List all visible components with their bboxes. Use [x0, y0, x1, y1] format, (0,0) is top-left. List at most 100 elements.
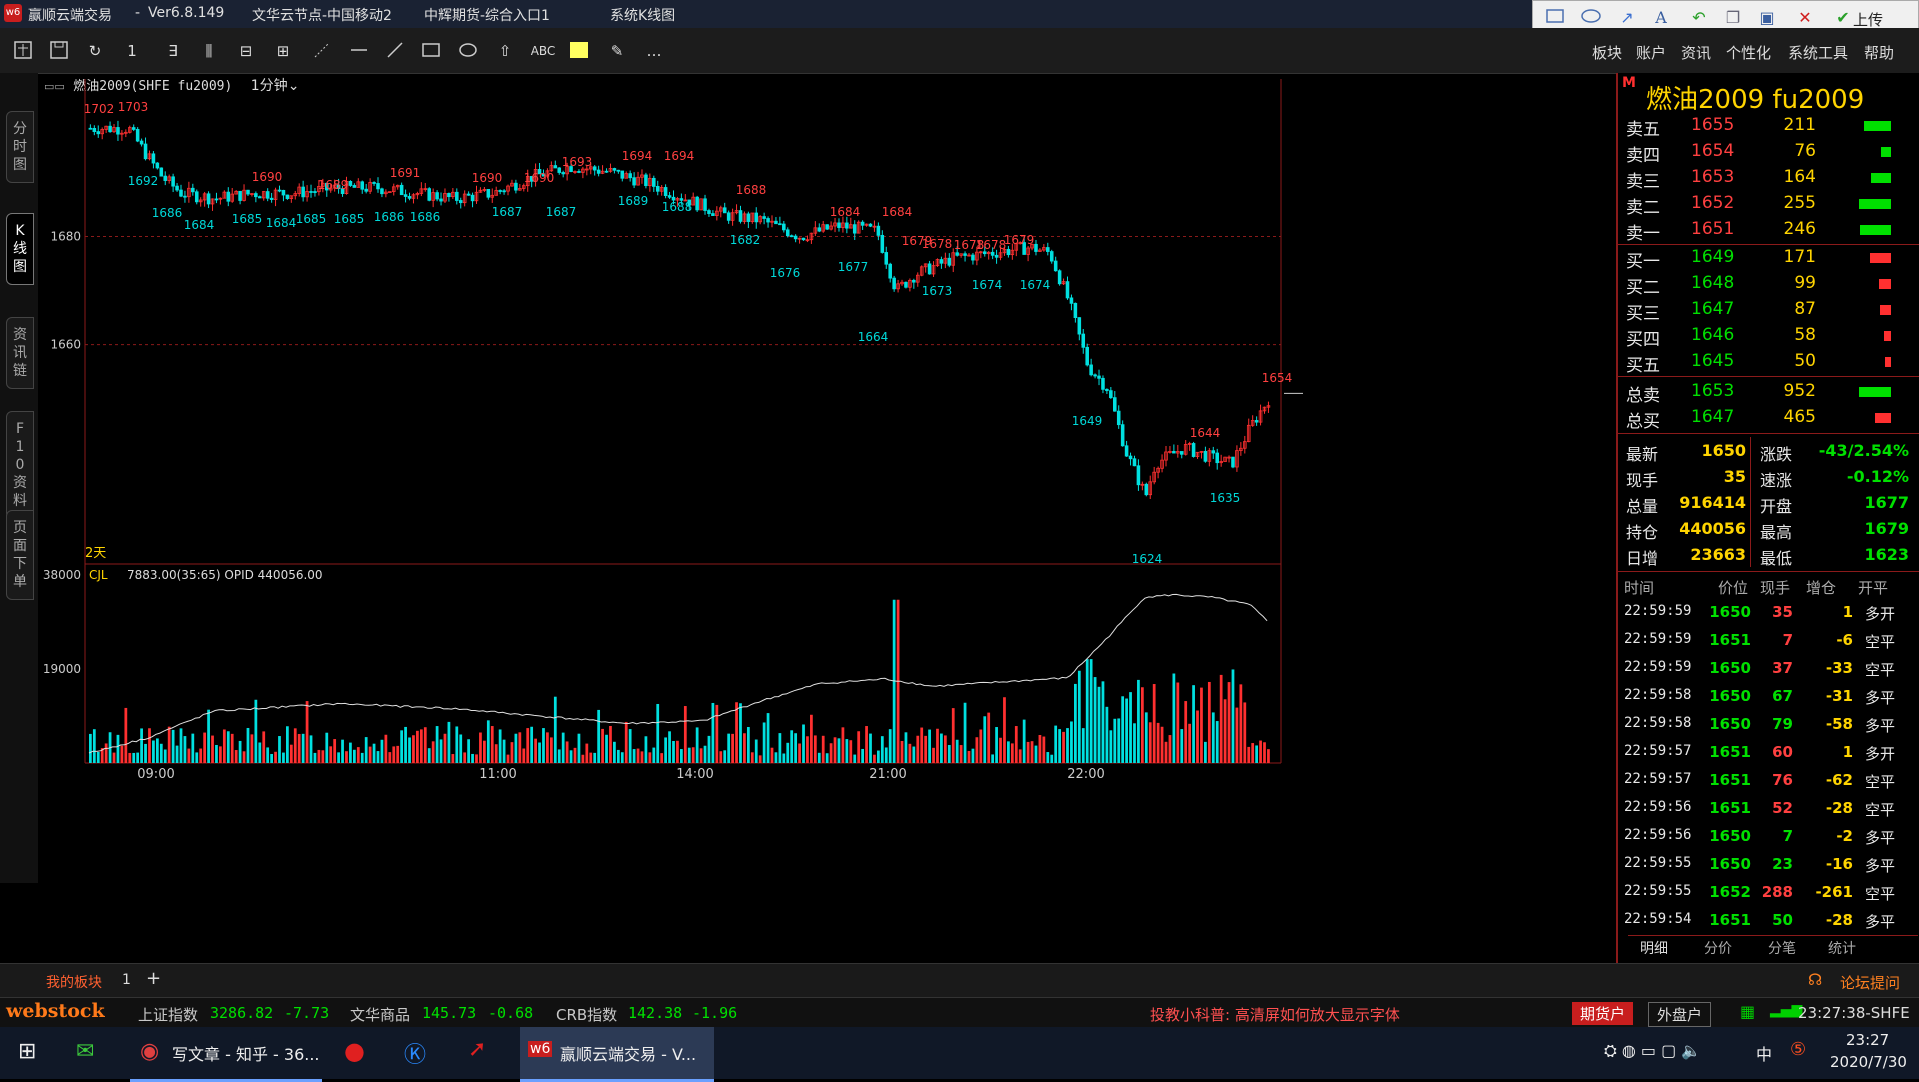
- tick-oi-change: -58: [1825, 715, 1853, 733]
- tab-detail[interactable]: 明细: [1640, 941, 1668, 957]
- index3-name[interactable]: CRB指数: [556, 1006, 618, 1024]
- tip-link[interactable]: 投教小科普: 高清屏如何放大显示字体: [1150, 1006, 1400, 1024]
- index1-name[interactable]: 上证指数: [138, 1006, 199, 1024]
- upload-label[interactable]: 上传: [1853, 11, 1884, 29]
- index2-name[interactable]: 文华商品: [350, 1006, 411, 1024]
- app-icon-k[interactable]: Ⓚ: [404, 1043, 427, 1068]
- my-block-count[interactable]: 1: [122, 972, 131, 988]
- app-icon-arrow[interactable]: ➚: [468, 1037, 487, 1062]
- headset-icon[interactable]: ☊: [1808, 970, 1823, 989]
- candle-body: [1053, 260, 1058, 272]
- bid-volume: 58: [1794, 325, 1816, 345]
- tab-news-chain[interactable]: 资讯链: [6, 317, 34, 389]
- tray-icons[interactable]: ⛭ ◍ ▭ ▢ 🔈: [1604, 1041, 1702, 1060]
- text-icon[interactable]: A: [1655, 8, 1667, 27]
- ask-row[interactable]: 卖三 1653 164: [1618, 165, 1919, 192]
- wechat-icon[interactable]: ✉: [76, 1039, 95, 1064]
- volume-bar: [419, 729, 423, 763]
- windows-start-icon[interactable]: ⊞: [18, 1039, 37, 1064]
- futures-account-button[interactable]: 期货户: [1572, 1002, 1634, 1025]
- ask-row[interactable]: 卖五 1655 211: [1618, 113, 1919, 140]
- volume-bar: [416, 730, 419, 763]
- volume-bar: [683, 706, 687, 763]
- refresh-icon[interactable]: ↻: [88, 42, 102, 60]
- rectangle-icon[interactable]: [1545, 8, 1565, 28]
- tick-row[interactable]: 22:59:56 1651 52 -28 空平: [1618, 797, 1919, 825]
- my-block-tab[interactable]: 我的板块: [46, 975, 102, 991]
- tick-row[interactable]: 22:59:55 1652 288 -261 空平: [1618, 881, 1919, 909]
- kline-chart[interactable]: 1680 1660 38000 19000 2天 CJL 7883.00(35:65) OP…: [38, 73, 1615, 963]
- ime-indicator[interactable]: 中: [1756, 1045, 1773, 1064]
- taskbar-app-trading[interactable]: w6 赢顺云端交易 - V...: [520, 1027, 714, 1082]
- color-swatch[interactable]: [570, 42, 588, 58]
- ask-row[interactable]: 卖二 1652 255: [1618, 191, 1919, 218]
- bid-row[interactable]: 买一 1649 171: [1618, 245, 1919, 272]
- sogou-icon[interactable]: ⑤: [1790, 1039, 1807, 1060]
- foreign-account-button[interactable]: 外盘户: [1648, 1002, 1712, 1027]
- app-icon-red[interactable]: ●: [344, 1037, 365, 1065]
- arrow-up-icon[interactable]: ⇧: [498, 42, 512, 60]
- chart-menu-icon[interactable]: ▭▭: [44, 80, 65, 93]
- tool-4[interactable]: ⊟: [239, 42, 253, 60]
- close-icon[interactable]: ✕: [1798, 8, 1812, 27]
- ask-row[interactable]: 卖一 1651 246: [1618, 217, 1919, 244]
- menu-bankuai[interactable]: 板块: [1592, 44, 1623, 62]
- text-tool[interactable]: ABC: [530, 44, 556, 58]
- menu-news[interactable]: 资讯: [1681, 44, 1712, 62]
- tab-statistics[interactable]: 统计: [1828, 941, 1856, 957]
- tick-row[interactable]: 22:59:54 1651 50 -28 多平: [1618, 909, 1919, 937]
- volume-bar: [557, 749, 561, 763]
- add-block-button[interactable]: +: [146, 968, 162, 989]
- bid-row[interactable]: 买五 1645 50: [1618, 349, 1919, 376]
- tick-row[interactable]: 22:59:59 1650 37 -33 空平: [1618, 657, 1919, 685]
- line-icon[interactable]: [385, 40, 405, 62]
- tab-f10[interactable]: F10资料: [6, 411, 34, 519]
- tool-1[interactable]: 1: [127, 42, 137, 60]
- save-icon[interactable]: [48, 40, 70, 62]
- tick-time: 22:59:54: [1624, 911, 1692, 927]
- ellipse-icon[interactable]: [457, 40, 479, 62]
- tool-3[interactable]: ⫼: [205, 42, 213, 60]
- tick-row[interactable]: 22:59:58 1650 67 -31 多平: [1618, 685, 1919, 713]
- dotted-line-icon[interactable]: [312, 40, 332, 62]
- candle-body: [1183, 444, 1188, 455]
- tool-5[interactable]: ⊞: [276, 42, 290, 60]
- save-icon[interactable]: ▣: [1759, 8, 1775, 27]
- hline-icon[interactable]: [348, 40, 370, 62]
- more-tool[interactable]: …: [646, 42, 662, 60]
- tab-timeshare[interactable]: 分时图: [6, 111, 34, 183]
- taskbar-app-zhihu[interactable]: ◉ 写文章 - 知乎 - 36...: [130, 1027, 322, 1082]
- tab-tick[interactable]: 分笔: [1768, 941, 1796, 957]
- low-label: 1674: [1020, 278, 1051, 292]
- copy-icon[interactable]: ❐: [1725, 8, 1741, 27]
- tick-row[interactable]: 22:59:59 1651 7 -6 空平: [1618, 629, 1919, 657]
- menu-help[interactable]: 帮助: [1864, 44, 1895, 62]
- undo-icon[interactable]: ↶: [1692, 8, 1706, 27]
- menu-personalize[interactable]: 个性化: [1726, 44, 1772, 62]
- menu-system-tools[interactable]: 系统工具: [1788, 44, 1849, 62]
- tick-row[interactable]: 22:59:59 1650 35 1 多开: [1618, 601, 1919, 629]
- tab-price-dist[interactable]: 分价: [1704, 941, 1732, 957]
- eraser-icon[interactable]: ✎: [610, 42, 624, 60]
- bid-row[interactable]: 买二 1648 99: [1618, 271, 1919, 298]
- menu-account[interactable]: 账户: [1636, 44, 1667, 62]
- check-icon[interactable]: ✔: [1836, 8, 1850, 27]
- arrow-icon[interactable]: ↗: [1620, 8, 1634, 27]
- forum-help-link[interactable]: 论坛提问: [1840, 974, 1901, 992]
- bid-row[interactable]: 买三 1647 87: [1618, 297, 1919, 324]
- ask-row[interactable]: 卖四 1654 76: [1618, 139, 1919, 166]
- tick-row[interactable]: 22:59:55 1650 23 -16 多平: [1618, 853, 1919, 881]
- tick-row[interactable]: 22:59:57 1651 76 -62 空平: [1618, 769, 1919, 797]
- tab-page-order[interactable]: 页面下单: [6, 510, 34, 600]
- rectangle-icon[interactable]: [420, 40, 442, 62]
- period-select[interactable]: 1分钟⌄: [250, 78, 300, 94]
- bid-row[interactable]: 买四 1646 58: [1618, 323, 1919, 350]
- candle-body: [451, 191, 455, 198]
- tab-kline[interactable]: K线图: [6, 213, 34, 285]
- tick-row[interactable]: 22:59:58 1650 79 -58 多平: [1618, 713, 1919, 741]
- order-icon[interactable]: [12, 40, 34, 62]
- tick-row[interactable]: 22:59:56 1650 7 -2 多平: [1618, 825, 1919, 853]
- ellipse-icon[interactable]: [1581, 8, 1601, 28]
- tick-row[interactable]: 22:59:57 1651 60 1 多开: [1618, 741, 1919, 769]
- tool-2[interactable]: ∃: [168, 42, 178, 60]
